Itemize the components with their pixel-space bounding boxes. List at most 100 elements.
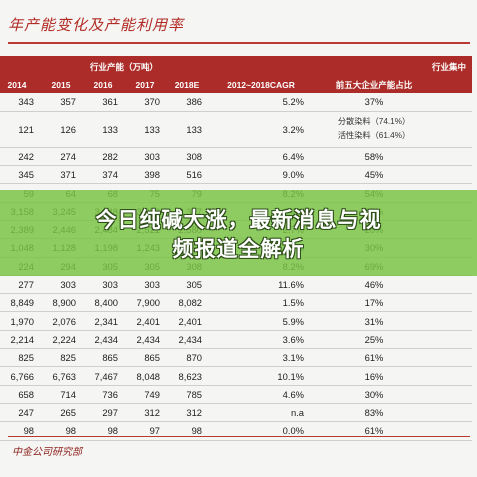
capacity-cell: 133 — [144, 123, 160, 135]
overlay-banner — [0, 190, 477, 276]
capacity-cell: 343 — [18, 96, 34, 108]
capacity-cell: 97 — [149, 425, 160, 437]
industry-group-header: 行业集中 — [314, 56, 473, 77]
share-detail: 分散染料（74.1%） — [337, 117, 411, 127]
top5-share-cell: 31% — [364, 315, 384, 327]
table-row: 1,970 2,076 2,341 2,401 2,401 5.9% 31% — [0, 312, 473, 331]
capacity-cell: 516 — [186, 169, 203, 181]
capacity-cell: 374 — [102, 169, 118, 181]
capacity-cell: 98 — [107, 425, 118, 437]
headline-line-1: 今日纯碱大涨，最新消息与视 — [95, 208, 382, 232]
capacity-cell: 8,400 — [94, 297, 118, 309]
capacity-cell: 2,434 — [136, 333, 160, 345]
cagr-cell: n.a — [290, 407, 305, 419]
capacity-cell: 312 — [144, 407, 160, 419]
capacity-cell: 2,434 — [94, 333, 118, 345]
capacity-cell: 282 — [102, 150, 118, 162]
cagr-cell: 5.2% — [282, 96, 305, 108]
capacity-cell: 2,214 — [10, 333, 34, 345]
table-row: 277 303 303 303 305 11.6% 46% — [0, 275, 473, 294]
extra-cell — [434, 385, 472, 403]
capacity-cell: 386 — [186, 96, 203, 108]
capacity-cell: 297 — [102, 407, 118, 419]
cagr-header: 2012~2018CAGR — [208, 77, 315, 93]
top5-share-cell: 83% — [364, 407, 384, 419]
extra-cell — [434, 367, 472, 385]
capacity-cell: 98 — [23, 425, 34, 437]
capacity-cell: 749 — [144, 388, 160, 400]
capacity-cell: 357 — [60, 96, 76, 108]
table-row: 343 357 361 370 386 5.2% 37% — [0, 93, 473, 112]
top5-share-cell: 46% — [364, 279, 384, 291]
capacity-cell: 345 — [18, 169, 34, 181]
capacity-cell: 277 — [18, 279, 34, 291]
capacity-cell: 308 — [186, 150, 203, 162]
capacity-cell: 371 — [60, 169, 76, 181]
capacity-group-header: 行业产能（万吨） — [40, 56, 209, 77]
capacity-cell: 303 — [144, 150, 160, 162]
capacity-cell: 242 — [18, 150, 34, 162]
capacity-cell: 370 — [144, 96, 160, 108]
table-row: 121 126 133 133 133 3.2% 分散染料（74.1%） 活性染料（61.4%… — [0, 111, 473, 148]
capacity-cell: 98 — [65, 425, 76, 437]
cagr-cell: 3.6% — [282, 333, 305, 345]
capacity-cell: 274 — [60, 150, 76, 162]
share-detail: 活性染料（61.4%） — [337, 131, 411, 141]
capacity-cell: 121 — [18, 123, 34, 135]
table-row: 247 265 297 312 312 n.a 83% — [0, 403, 473, 422]
table-row: 98 98 98 97 98 0.0% 61% — [0, 422, 473, 441]
top5-share-cell: 16% — [364, 370, 384, 382]
capacity-cell: 865 — [144, 352, 160, 364]
cagr-cell: 10.1% — [277, 370, 305, 382]
table-title: 年产能变化及产能利用率 — [8, 16, 185, 34]
capacity-cell: 7,900 — [136, 297, 160, 309]
capacity-cell: 736 — [102, 388, 118, 400]
capacity-cell: 133 — [102, 123, 118, 135]
top5-share-cell: 58% — [364, 150, 384, 162]
year-header: 2014 — [0, 77, 40, 93]
capacity-cell: 785 — [186, 388, 203, 400]
capacity-cell: 303 — [60, 279, 76, 291]
extra-cell — [434, 166, 472, 184]
extra-cell — [434, 349, 472, 367]
extra-cell — [434, 294, 472, 312]
capacity-cell: 265 — [60, 407, 76, 419]
capacity-cell: 658 — [18, 388, 34, 400]
capacity-cell: 303 — [102, 279, 118, 291]
title-divider — [8, 42, 470, 44]
top5-share-cell: 分散染料（74.1%） 活性染料（61.4%） — [314, 111, 434, 147]
capacity-cell: 2,341 — [94, 315, 118, 327]
cagr-cell: 3.2% — [282, 123, 305, 135]
capacity-cell: 398 — [144, 169, 160, 181]
capacity-cell: 870 — [186, 352, 203, 364]
capacity-cell: 247 — [18, 407, 34, 419]
table-row: 6,766 6,763 7,467 8,048 8,623 10.1% 16% — [0, 367, 473, 386]
extra-cell — [434, 312, 472, 330]
capacity-cell: 126 — [60, 123, 76, 135]
top5-share-cell: 61% — [364, 425, 384, 437]
cagr-cell: 11.6% — [278, 279, 305, 291]
extra-cell — [434, 330, 472, 348]
capacity-cell: 133 — [186, 123, 203, 135]
table-row: 242 274 282 303 308 6.4% 58% — [0, 147, 473, 166]
table-row: 825 825 865 865 870 3.1% 61% — [0, 349, 473, 367]
headline-line-2: 频报道全解析 — [172, 237, 305, 261]
capacity-cell: 8,900 — [52, 297, 76, 309]
top5-share-cell: 45% — [364, 169, 384, 181]
cagr-cell: 1.5% — [282, 297, 305, 309]
capacity-cell: 825 — [18, 352, 34, 364]
capacity-cell: 2,401 — [136, 315, 160, 327]
capacity-cell: 865 — [102, 352, 118, 364]
extra-cell — [434, 403, 472, 421]
capacity-cell: 825 — [60, 352, 76, 364]
top5-share-header: 前五大企业产能占比 — [314, 77, 435, 93]
year-header: 2017 — [124, 77, 166, 93]
capacity-cell: 8,849 — [10, 297, 34, 309]
capacity-cell: 1,970 — [10, 315, 34, 327]
cagr-cell: 3.1% — [282, 352, 305, 364]
footer-divider — [8, 436, 470, 437]
cagr-cell: 5.9% — [282, 315, 305, 327]
cagr-cell: 9.0% — [282, 169, 305, 181]
cagr-cell: 6.4% — [282, 150, 305, 162]
